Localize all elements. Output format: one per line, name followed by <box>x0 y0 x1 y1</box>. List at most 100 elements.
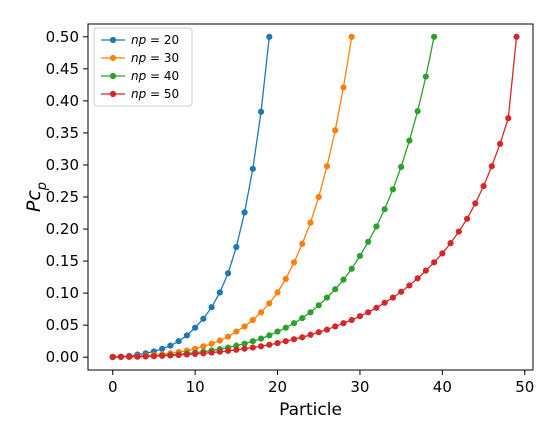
data-point <box>126 353 133 360</box>
data-point <box>274 328 281 335</box>
y-tick-label: 0.05 <box>46 316 79 334</box>
data-point <box>496 140 504 147</box>
data-point <box>266 33 273 40</box>
data-point <box>356 252 364 260</box>
data-point <box>249 338 256 345</box>
data-point <box>282 275 289 283</box>
data-point <box>398 163 405 170</box>
data-point <box>241 345 248 352</box>
legend: np = 20 np = 30 np = 40 np = 50 <box>93 27 193 107</box>
data-point <box>488 163 495 170</box>
y-tick-label: 0.10 <box>46 284 79 302</box>
data-point <box>365 238 372 245</box>
data-point <box>389 186 397 193</box>
data-point <box>257 343 265 350</box>
y-tick-label: 0.25 <box>46 188 79 206</box>
data-point <box>480 183 487 190</box>
data-point <box>323 163 331 170</box>
y-tick-label: 0.15 <box>46 252 79 270</box>
data-point <box>183 332 190 339</box>
data-point <box>257 108 265 115</box>
data-point <box>175 338 182 345</box>
data-point <box>233 243 240 251</box>
x-tick-label: 50 <box>515 378 534 396</box>
data-point <box>274 339 281 347</box>
data-point <box>233 328 240 335</box>
data-point <box>117 353 125 361</box>
data-point <box>233 346 240 353</box>
data-point <box>224 333 232 340</box>
data-point <box>365 309 372 316</box>
data-point <box>200 343 207 350</box>
x-tick-label: 10 <box>186 378 205 396</box>
data-point <box>192 324 199 331</box>
data-point <box>282 324 289 331</box>
legend-marker <box>109 36 117 44</box>
data-point <box>241 323 248 330</box>
data-point <box>192 350 199 358</box>
data-point <box>431 33 438 40</box>
legend-label: np = 50 <box>131 87 179 101</box>
legend-marker <box>109 72 117 80</box>
data-point <box>208 349 215 356</box>
data-point <box>266 300 273 307</box>
x-tick-label: 20 <box>268 378 287 396</box>
data-point <box>381 206 388 213</box>
data-point <box>266 341 273 348</box>
legend-box <box>93 27 193 107</box>
data-point <box>356 313 364 320</box>
data-point <box>249 316 256 324</box>
data-point <box>224 347 232 354</box>
data-point <box>340 84 347 91</box>
data-point <box>455 228 462 235</box>
data-point <box>431 259 438 266</box>
data-point <box>290 320 298 327</box>
data-point <box>216 337 223 344</box>
legend-item: np = 40 <box>101 69 179 83</box>
y-tick-label: 0.00 <box>46 348 79 366</box>
data-point <box>167 352 174 359</box>
data-point <box>299 334 306 341</box>
data-point <box>406 137 413 144</box>
y-tick-label: 0.35 <box>46 124 79 142</box>
data-point <box>249 344 256 351</box>
y-tick-label: 0.20 <box>46 220 79 238</box>
data-point <box>134 353 141 360</box>
data-point <box>159 352 166 359</box>
plot-area <box>109 33 520 361</box>
data-point <box>389 294 397 301</box>
legend-label: np = 30 <box>131 51 179 65</box>
data-point <box>200 315 207 322</box>
data-point <box>216 348 223 355</box>
data-point <box>513 33 520 40</box>
data-point <box>414 108 421 115</box>
data-point <box>332 286 339 293</box>
legend-item: np = 20 <box>101 33 179 47</box>
data-point <box>373 223 380 230</box>
y-tick-label: 0.30 <box>46 156 79 174</box>
data-point <box>266 332 273 339</box>
data-point <box>208 304 215 311</box>
x-tick-label: 40 <box>433 378 452 396</box>
x-tick-label: 30 <box>350 378 369 396</box>
y-tick-label: 0.50 <box>46 28 79 46</box>
data-point <box>241 340 248 347</box>
data-point <box>340 276 347 283</box>
data-point <box>373 304 380 311</box>
axis-ticks: 0 10 20 30 40 50 0.00 0.05 0.10 0.15 0.20 0.25 0.30 0… <box>46 28 535 396</box>
data-point <box>241 209 248 216</box>
data-point <box>274 289 281 296</box>
data-point <box>340 320 347 327</box>
data-point <box>348 316 355 324</box>
data-point <box>323 294 331 301</box>
data-point <box>299 240 306 247</box>
series-3 <box>109 33 520 361</box>
data-point <box>348 33 355 40</box>
data-point <box>290 259 298 266</box>
data-point <box>447 240 454 247</box>
data-point <box>208 340 215 347</box>
data-point <box>142 353 149 360</box>
data-point <box>159 345 166 352</box>
